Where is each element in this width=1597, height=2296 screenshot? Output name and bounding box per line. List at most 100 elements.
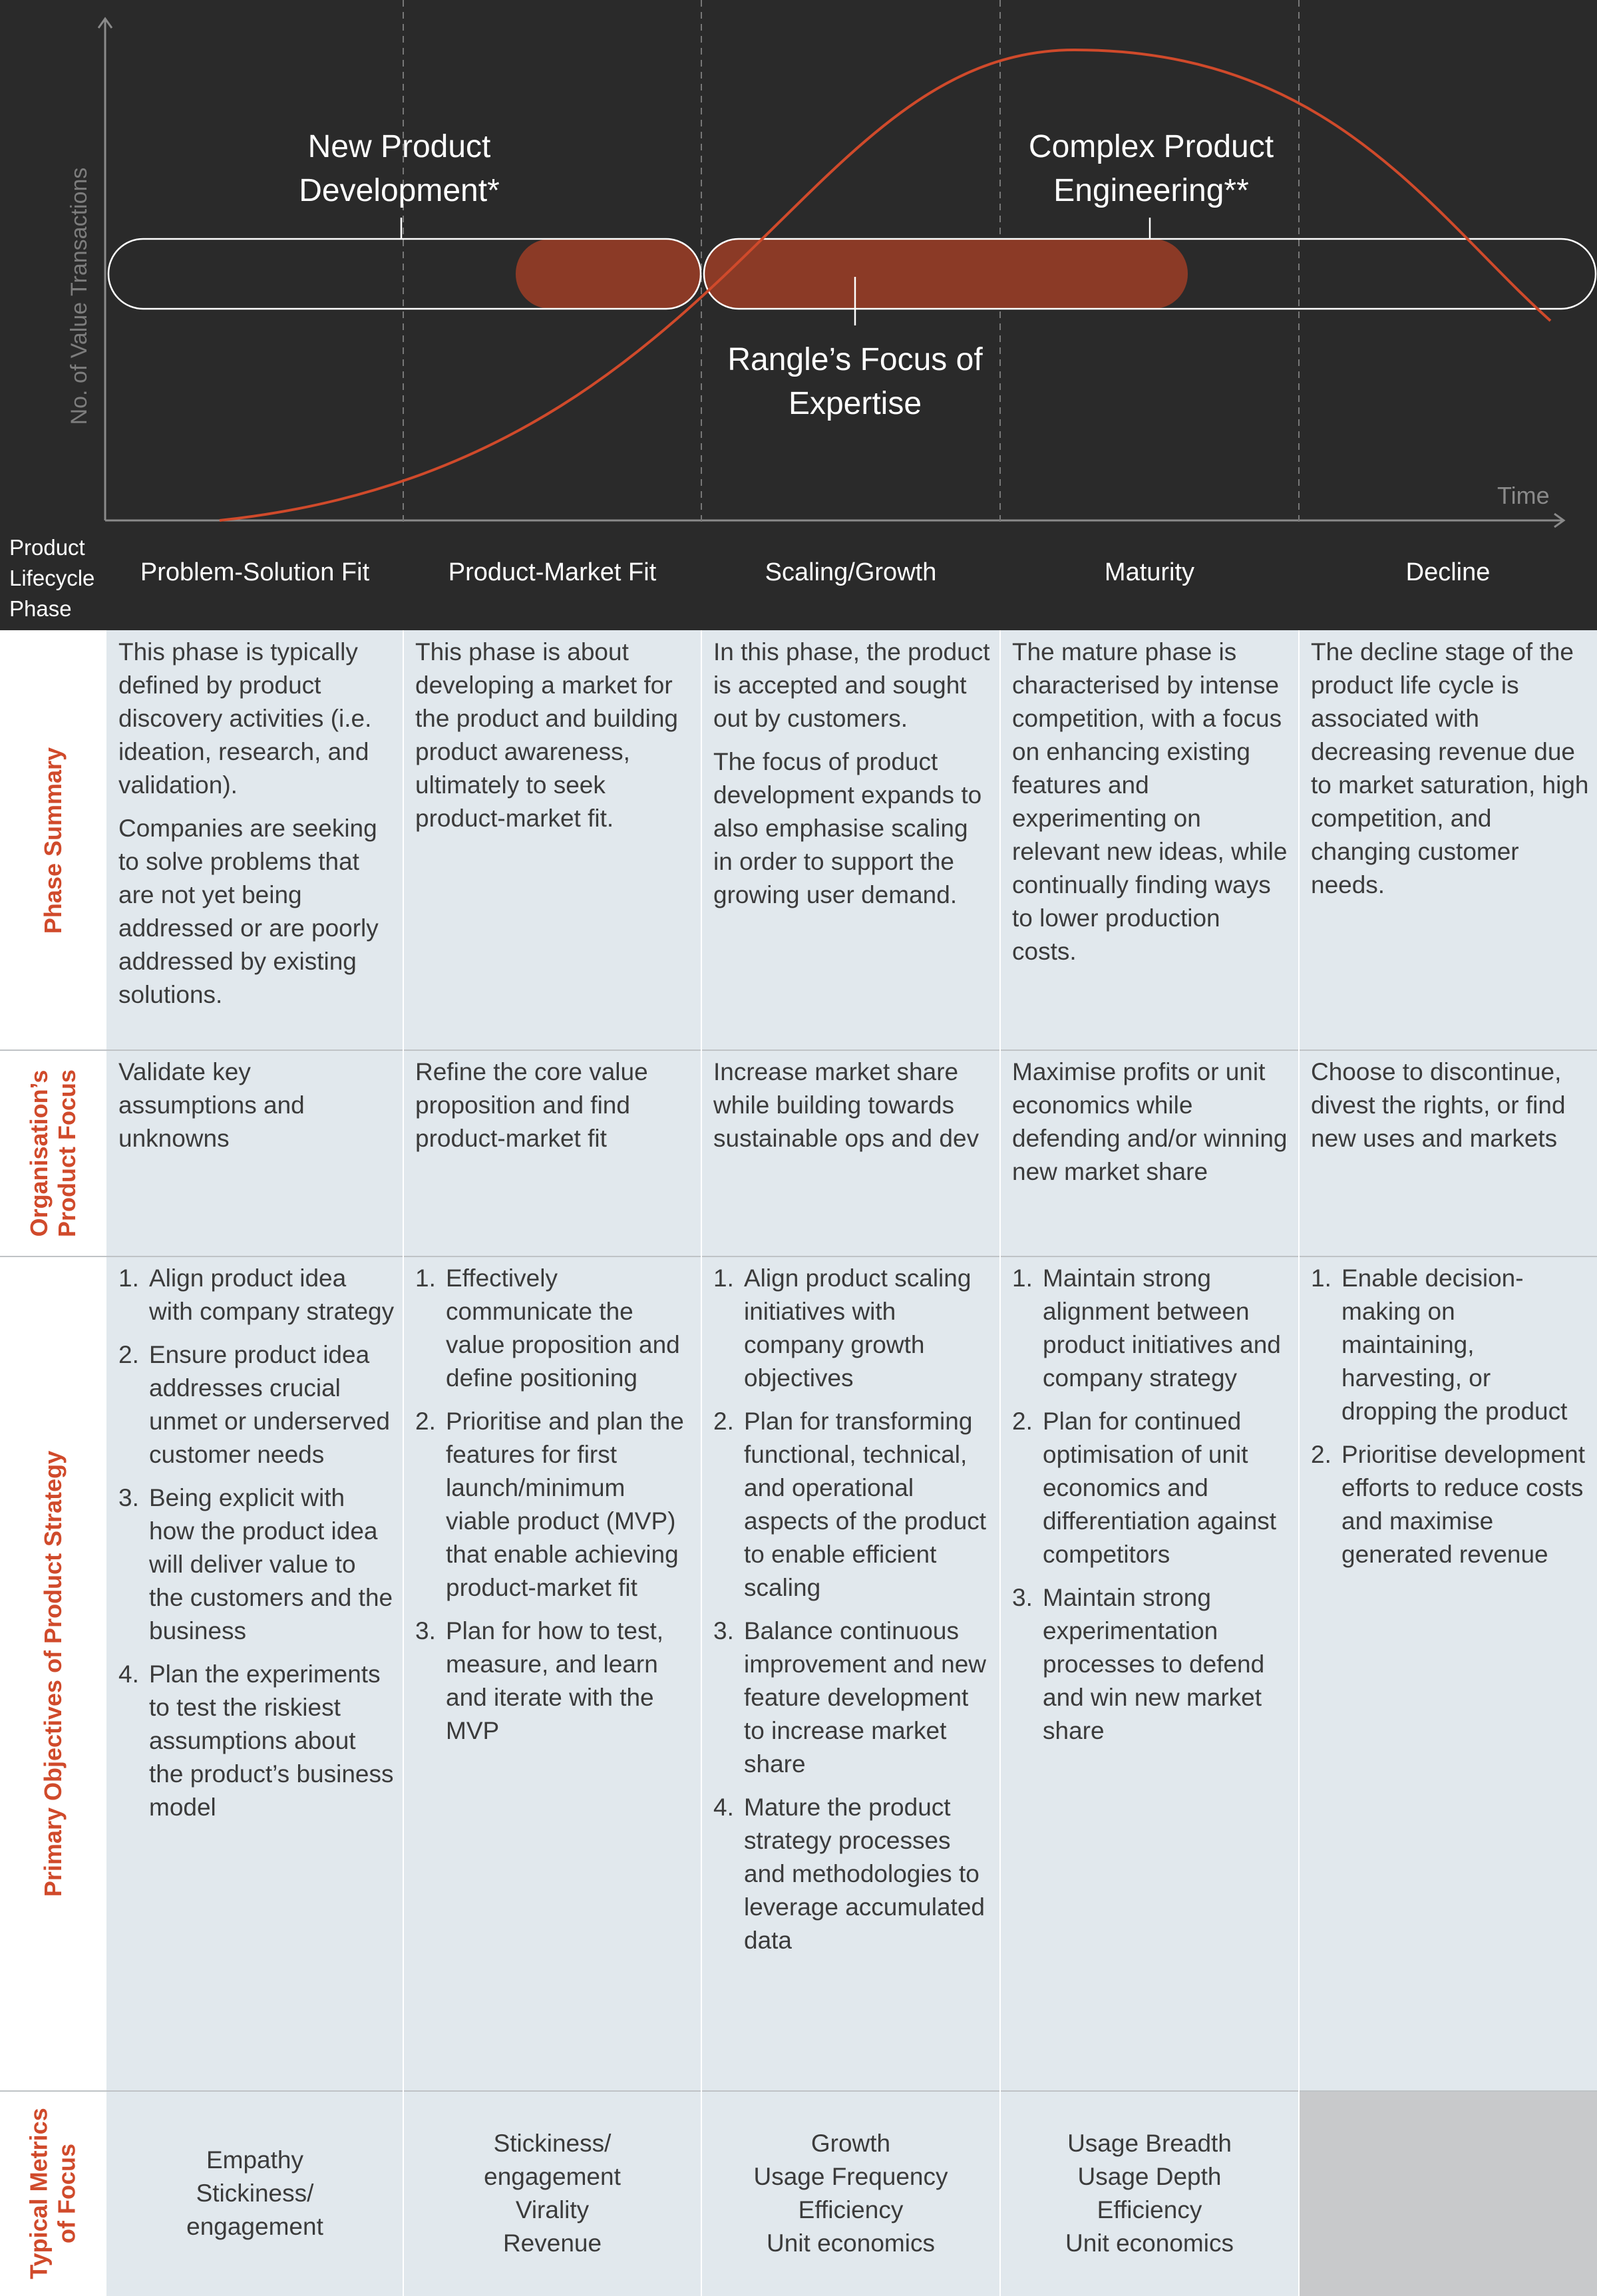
lifecycle-chart: No. of Value Transactions Time New Produ…	[0, 0, 1597, 630]
objective-number: 4.	[118, 1660, 139, 1688]
metric-line: engagement	[186, 2213, 323, 2240]
objectives-list: 1. Enable decision-making on maintaining,…	[1311, 1262, 1589, 1571]
column-divider	[701, 630, 702, 2296]
metric-line: engagement	[484, 2163, 621, 2190]
objective-item: 2. Plan for continued optimisation of uni…	[1012, 1405, 1291, 1571]
row-label-objectives: Primary Objectives of Product Strategy	[0, 1256, 106, 2091]
objective-text: Plan for continued optimisation of unit …	[1043, 1408, 1277, 1568]
phase-dividers	[403, 0, 1300, 526]
objective-text: Balance continuous improvement and new f…	[744, 1617, 987, 1778]
new-product-development-label: New Product Development*	[299, 129, 500, 208]
rangle-focus-bar-left	[516, 239, 701, 309]
summary-paragraph: In this phase, the product is accepted a…	[713, 638, 990, 732]
phase-header-scaling-growth: Scaling/Growth	[765, 558, 937, 586]
summary-cell-5: The decline stage of the product life cy…	[1299, 630, 1597, 1050]
objectives-cell-4: 1. Maintain strong alignment between prod…	[1000, 1256, 1299, 2091]
objectives-cell-2: 1. Effectively communicate the value prop…	[403, 1256, 701, 2091]
row-label-text: Organisation’s Product Focus	[25, 1069, 81, 1237]
row-divider	[0, 2090, 1597, 2092]
summary-paragraph: This phase is typically defined by produ…	[118, 638, 372, 799]
focus-text: Choose to discontinue, divest the rights…	[1311, 1058, 1566, 1152]
row-label-text: Phase Summary	[39, 747, 67, 934]
summary-paragraph: This phase is about developing a market …	[415, 638, 678, 832]
objective-text: Effectively communicate the value propos…	[446, 1264, 680, 1392]
objective-item: 2. Ensure product idea addresses crucial …	[118, 1338, 395, 1471]
objective-item: 1. Maintain strong alignment between prod…	[1012, 1262, 1291, 1395]
objective-number: 1.	[1012, 1264, 1033, 1292]
objective-text: Maintain strong alignment between produc…	[1043, 1264, 1281, 1392]
focus-text: Increase market share while building tow…	[713, 1058, 979, 1152]
objective-item: 1. Align product idea with company strate…	[118, 1262, 395, 1328]
focus-cell-5: Choose to discontinue, divest the rights…	[1299, 1050, 1597, 1256]
lifecycle-phase-row-title: Product Lifecycle Phase	[9, 535, 95, 621]
metrics-cell-5	[1299, 2091, 1597, 2296]
objectives-cell-5: 1. Enable decision-making on maintaining,…	[1299, 1256, 1597, 2091]
lifecycle-curve	[219, 48, 1552, 522]
row-label-line: Product Focus	[53, 1069, 81, 1238]
summary-paragraph: Companies are seeking to solve problems …	[118, 815, 379, 1008]
objective-number: 4.	[713, 1794, 734, 1821]
metric-line: Efficiency	[1097, 2196, 1202, 2223]
row-label-focus: Organisation’s Product Focus	[0, 1050, 106, 1256]
row-label-text: Primary Objectives of Product Strategy	[39, 1450, 67, 1897]
objective-item: 3. Maintain strong experimentation proces…	[1012, 1581, 1291, 1748]
metric-line: Unit economics	[1065, 2229, 1234, 2257]
summary-paragraph: The mature phase is characterised by int…	[1012, 638, 1288, 965]
row-label-summary: Phase Summary	[0, 630, 106, 1050]
metric-line: Stickiness/	[196, 2180, 314, 2207]
objectives-list: 1. Effectively communicate the value prop…	[415, 1262, 693, 1748]
objective-item: 2. Prioritise and plan the features for f…	[415, 1405, 693, 1605]
objective-number: 1.	[118, 1264, 139, 1292]
rangle-focus-bar-right	[704, 239, 1188, 309]
focus-text: Maximise profits or unit economics while…	[1012, 1058, 1288, 1185]
column-divider	[999, 630, 1001, 2296]
objective-text: Being explicit with how the product idea…	[149, 1484, 393, 1644]
objective-item: 4. Plan the experiments to test the riski…	[118, 1658, 395, 1824]
objective-text: Maintain strong experimentation processe…	[1043, 1584, 1265, 1744]
focus-text: Refine the core value proposition and fi…	[415, 1058, 648, 1152]
objective-item: 3. Balance continuous improvement and new…	[713, 1615, 992, 1781]
row-divider	[0, 1050, 1597, 1051]
objective-number: 2.	[1012, 1408, 1033, 1435]
summary-cell-3: In this phase, the product is accepted a…	[701, 630, 1000, 1050]
metric-line: Virality	[515, 2196, 590, 2223]
chart-graphic	[97, 0, 1597, 528]
objective-text: Prioritise and plan the features for fir…	[446, 1408, 684, 1601]
objective-text: Mature the product strategy processes an…	[744, 1794, 985, 1954]
objective-number: 3.	[415, 1617, 436, 1644]
objective-text: Enable decision-making on maintaining, h…	[1341, 1264, 1568, 1425]
x-axis-arrow	[1554, 512, 1566, 528]
objective-text: Plan the experiments to test the riskies…	[149, 1660, 394, 1821]
objective-item: 3. Being explicit with how the product id…	[118, 1481, 395, 1648]
objective-number: 1.	[713, 1264, 734, 1292]
objective-item: 1. Enable decision-making on maintaining,…	[1311, 1262, 1589, 1428]
row-label-metrics: Typical Metrics of Focus	[0, 2091, 106, 2296]
objective-item: 2. Plan for transforming functional, tech…	[713, 1405, 992, 1605]
phase-header-product-market-fit: Product-Market Fit	[448, 558, 657, 586]
metrics-cell-4: Usage Breadth Usage Depth Efficiency Unit e…	[1000, 2091, 1299, 2296]
row-label-text: Typical Metrics of Focus	[25, 2108, 81, 2279]
x-axis-label: Time	[1497, 482, 1550, 509]
metric-line: Stickiness/	[493, 2130, 612, 2157]
column-divider	[1298, 630, 1300, 2296]
metric-line: Efficiency	[798, 2196, 904, 2223]
objectives-list: 1. Align product idea with company strate…	[118, 1262, 395, 1824]
metric-line: Unit economics	[767, 2229, 935, 2257]
objective-number: 2.	[713, 1408, 734, 1435]
metrics-cell-1: Empathy Stickiness/engagement	[106, 2091, 403, 2296]
summary-paragraph: The decline stage of the product life cy…	[1311, 638, 1589, 898]
objectives-list: 1. Maintain strong alignment between prod…	[1012, 1262, 1291, 1748]
objective-number: 2.	[1311, 1441, 1331, 1468]
row-label-line: Organisation’s	[25, 1069, 53, 1237]
objective-item: 4. Mature the product strategy processes …	[713, 1791, 992, 1957]
summary-cell-4: The mature phase is characterised by int…	[1000, 630, 1299, 1050]
objectives-cell-3: 1. Align product scaling initiatives with…	[701, 1256, 1000, 2091]
phase-header-maturity: Maturity	[1104, 558, 1195, 586]
objective-text: Plan for transforming functional, techni…	[744, 1408, 987, 1601]
objective-text: Align product idea with company strategy	[149, 1264, 395, 1325]
metric-line: Usage Frequency	[753, 2163, 948, 2190]
metric-line: Revenue	[502, 2229, 602, 2257]
objectives-list: 1. Align product scaling initiatives with…	[713, 1262, 992, 1957]
objective-number: 3.	[118, 1484, 139, 1511]
column-divider	[403, 630, 404, 2296]
